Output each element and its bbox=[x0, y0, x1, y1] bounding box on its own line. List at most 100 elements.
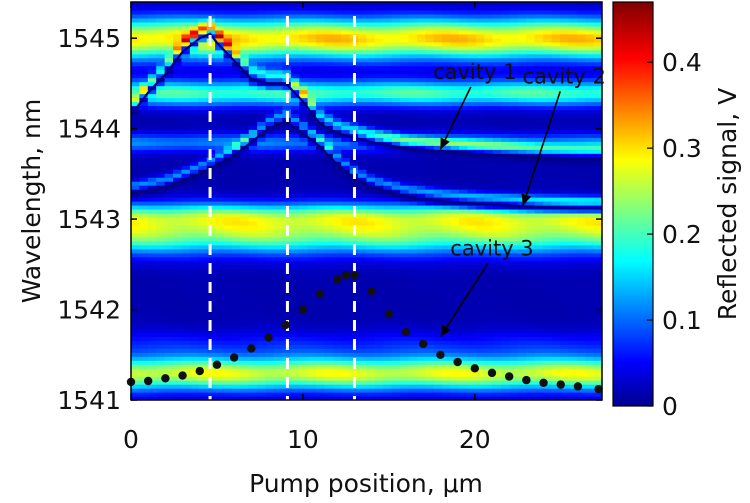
heat-cell bbox=[484, 113, 494, 119]
heat-cell bbox=[459, 356, 469, 361]
heat-cell bbox=[290, 292, 300, 298]
heat-cell bbox=[366, 220, 376, 226]
heat-cell bbox=[257, 165, 267, 170]
heat-cell bbox=[324, 105, 334, 111]
heat-cell bbox=[433, 181, 443, 186]
heat-cell bbox=[467, 268, 477, 274]
heat-cell bbox=[517, 133, 527, 138]
heat-cell bbox=[223, 344, 233, 349]
heat-cell bbox=[248, 256, 258, 262]
heat-cell bbox=[215, 332, 225, 337]
heat-cell bbox=[534, 308, 544, 314]
heat-cell bbox=[425, 364, 435, 369]
heat-cell bbox=[450, 364, 460, 369]
heat-cell bbox=[509, 324, 519, 329]
heat-cell bbox=[543, 73, 553, 79]
heat-cell bbox=[501, 21, 511, 27]
heat-cell bbox=[450, 69, 460, 75]
heat-cell bbox=[257, 5, 267, 11]
heat-cell bbox=[475, 45, 485, 51]
heat-cell bbox=[273, 173, 283, 178]
heat-cell bbox=[433, 224, 443, 230]
heat-cell bbox=[189, 25, 199, 31]
heat-cell bbox=[248, 49, 258, 55]
heat-cell bbox=[534, 396, 544, 400]
heat-cell bbox=[467, 173, 477, 178]
heat-cell bbox=[433, 220, 443, 226]
heat-cell bbox=[299, 296, 309, 302]
heat-cell bbox=[492, 85, 502, 91]
heat-cell bbox=[475, 33, 485, 39]
heat-cell bbox=[257, 272, 267, 278]
heat-cell bbox=[400, 392, 410, 397]
heat-cell bbox=[349, 65, 359, 71]
heat-cell bbox=[475, 348, 485, 353]
heat-cell bbox=[139, 344, 149, 349]
heat-cell bbox=[139, 85, 149, 91]
heat-cell bbox=[223, 332, 233, 337]
heat-cell bbox=[240, 296, 250, 302]
heat-cell bbox=[316, 141, 326, 146]
heat-cell bbox=[248, 157, 258, 162]
heat-cell bbox=[223, 89, 233, 95]
heat-cell bbox=[173, 376, 183, 381]
heat-cell bbox=[341, 244, 351, 250]
heat-cell bbox=[265, 316, 275, 321]
heat-cell bbox=[164, 368, 174, 373]
heat-cell bbox=[374, 117, 384, 122]
heat-cell bbox=[400, 173, 410, 178]
heat-cell bbox=[307, 133, 317, 138]
heat-cell bbox=[341, 356, 351, 361]
heat-cell bbox=[416, 121, 426, 126]
heat-cell bbox=[492, 244, 502, 250]
heat-cell bbox=[173, 252, 183, 258]
heat-cell bbox=[290, 149, 300, 154]
heat-cell bbox=[240, 129, 250, 134]
heat-cell bbox=[442, 368, 452, 373]
heat-cell bbox=[173, 101, 183, 107]
heat-cell bbox=[341, 284, 351, 290]
heat-cell bbox=[324, 165, 334, 170]
heat-cell bbox=[131, 240, 141, 246]
heat-cell bbox=[324, 228, 334, 234]
heat-cell bbox=[299, 13, 309, 19]
heat-cell bbox=[509, 256, 519, 262]
heat-cell bbox=[425, 224, 435, 230]
heat-cell bbox=[147, 165, 157, 170]
heat-cell bbox=[467, 113, 477, 119]
heat-cell bbox=[307, 384, 317, 389]
heat-cell bbox=[131, 21, 141, 27]
heat-cell bbox=[131, 268, 141, 274]
heat-cell bbox=[189, 169, 199, 174]
heat-cell bbox=[215, 248, 225, 254]
heat-cell bbox=[509, 137, 519, 142]
heat-cell bbox=[231, 57, 241, 63]
heat-cell bbox=[425, 336, 435, 341]
heat-cell bbox=[164, 316, 174, 321]
heat-cell bbox=[181, 268, 191, 274]
heat-cell bbox=[257, 312, 267, 318]
heat-cell bbox=[526, 17, 536, 23]
heat-cell bbox=[467, 216, 477, 222]
heat-cell bbox=[164, 101, 174, 107]
heat-cell bbox=[425, 328, 435, 333]
heat-cell bbox=[341, 220, 351, 226]
heat-cell bbox=[416, 9, 426, 15]
heat-cell bbox=[484, 93, 494, 99]
heat-cell bbox=[467, 312, 477, 318]
heat-cell bbox=[248, 81, 258, 87]
heat-cell bbox=[501, 236, 511, 242]
heat-cell bbox=[273, 29, 283, 35]
heat-cell bbox=[467, 300, 477, 306]
heat-cell bbox=[517, 244, 527, 250]
heat-cell bbox=[391, 292, 401, 298]
heat-cell bbox=[231, 9, 241, 15]
heat-cell bbox=[265, 105, 275, 111]
heat-cell bbox=[231, 216, 241, 222]
heat-cell bbox=[450, 185, 460, 190]
heat-cell bbox=[164, 392, 174, 397]
heat-cell bbox=[173, 348, 183, 353]
heat-cell bbox=[383, 141, 393, 146]
heat-cell bbox=[416, 364, 426, 369]
heat-cell bbox=[501, 248, 511, 254]
